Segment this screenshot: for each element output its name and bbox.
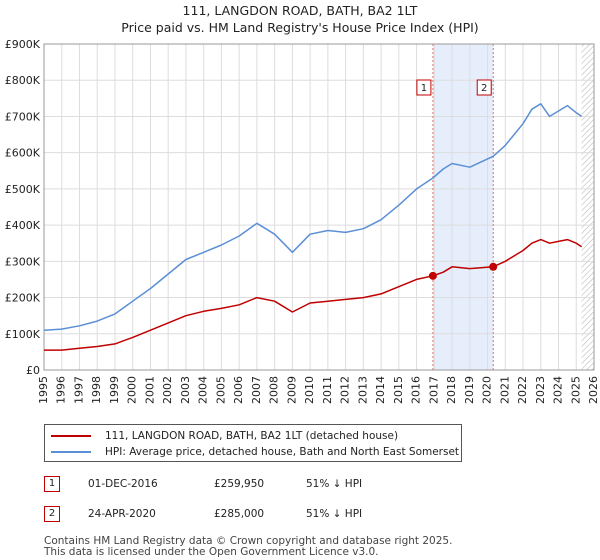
x-tick-label: 2014 — [374, 376, 387, 404]
plot-area — [44, 44, 594, 370]
transaction-row: 2 24-APR-2020 £285,000 51% ↓ HPI — [44, 504, 584, 524]
series-line-hpi — [43, 103, 583, 331]
y-tick-label: £800K — [5, 74, 41, 87]
x-tick-label: 2004 — [197, 376, 210, 404]
transaction-hpi-diff: 51% ↓ HPI — [306, 508, 363, 520]
transaction-price: £285,000 — [214, 508, 265, 520]
sale-point — [428, 271, 437, 280]
legend-swatch-hpi — [51, 451, 91, 453]
future-hatch-region — [581, 44, 594, 370]
x-tick-label: 2021 — [498, 376, 511, 404]
transaction-badge: 2 — [44, 506, 60, 522]
x-tick-label: 2001 — [143, 376, 156, 404]
x-tick-label: 2026 — [587, 376, 600, 404]
legend: 111, LANGDON ROAD, BATH, BA2 1LT (detach… — [44, 424, 462, 462]
transaction-date: 01-DEC-2016 — [88, 478, 158, 490]
x-tick-label: 1996 — [55, 376, 68, 404]
x-tick-label: 2009 — [285, 376, 298, 404]
legend-item-property: 111, LANGDON ROAD, BATH, BA2 1LT (detach… — [51, 428, 398, 444]
y-tick-label: £0 — [26, 364, 40, 377]
y-tick-label: £100K — [5, 328, 41, 341]
sale-label-box — [416, 79, 432, 96]
x-tick-label: 2000 — [126, 376, 139, 404]
x-tick-label: 2011 — [321, 376, 334, 404]
y-tick-label: £400K — [5, 219, 41, 232]
y-tick-label: £500K — [5, 183, 41, 196]
sale-label-text: 1 — [421, 83, 427, 94]
sale-label-text: 2 — [481, 83, 487, 94]
x-tick-label: 2017 — [427, 376, 440, 404]
transaction-badge: 1 — [44, 476, 60, 492]
legend-label-hpi: HPI: Average price, detached house, Bath… — [105, 446, 460, 458]
x-tick-label: 2006 — [232, 376, 245, 404]
x-tick-label: 2024 — [552, 376, 565, 404]
x-tick-label: 2015 — [392, 376, 405, 404]
y-tick-label: £600K — [5, 147, 41, 160]
legend-item-hpi: HPI: Average price, detached house, Bath… — [51, 444, 459, 460]
x-tick-label: 2007 — [250, 376, 263, 404]
chart-title: 111, LANGDON ROAD, BATH, BA2 1LT — [182, 3, 418, 18]
x-tick-label: 2005 — [214, 376, 227, 404]
x-tick-label: 2002 — [161, 376, 174, 404]
x-tick-label: 2008 — [268, 376, 281, 404]
sale-period-shade — [432, 44, 494, 370]
y-tick-label: £700K — [5, 110, 41, 123]
x-tick-label: 2018 — [445, 376, 458, 404]
y-tick-label: £300K — [5, 255, 41, 268]
legend-swatch-property — [51, 435, 91, 437]
x-tick-label: 2022 — [516, 376, 529, 404]
sale-point — [489, 262, 498, 271]
x-tick-label: 1998 — [90, 376, 103, 404]
y-tick-label: £200K — [5, 292, 41, 305]
x-tick-label: 2023 — [534, 376, 547, 404]
x-tick-label: 1999 — [108, 376, 121, 404]
legend-label-property: 111, LANGDON ROAD, BATH, BA2 1LT (detach… — [105, 430, 399, 442]
footer-copyright: Contains HM Land Registry data © Crown c… — [44, 535, 453, 547]
sale-label-box — [476, 79, 492, 96]
series-line-property — [44, 238, 583, 351]
footer-licence: This data is licensed under the Open Gov… — [44, 546, 379, 558]
price-chart: £0 £100K £200K £300K £400K £500K £600K £700K £80… — [5, 38, 600, 404]
x-tick-label: 2003 — [179, 376, 192, 404]
x-tick-label: 2012 — [339, 376, 352, 404]
x-tick-label: 2013 — [356, 376, 369, 404]
transaction-date: 24-APR-2020 — [88, 508, 156, 520]
x-tick-label: 1997 — [72, 376, 85, 404]
transaction-hpi-diff: 51% ↓ HPI — [306, 478, 363, 490]
x-tick-label: 2020 — [481, 376, 494, 404]
x-tick-label: 2010 — [303, 376, 316, 404]
plot-frame — [43, 43, 595, 371]
y-tick-label: £900K — [5, 38, 41, 51]
x-tick-label: 2016 — [410, 376, 423, 404]
transaction-row: 1 01-DEC-2016 £259,950 51% ↓ HPI — [44, 474, 584, 494]
x-tick-label: 2019 — [463, 376, 476, 404]
chart-subtitle: Price paid vs. HM Land Registry's House … — [121, 20, 479, 35]
x-tick-label: 2025 — [569, 376, 582, 404]
transaction-price: £259,950 — [214, 478, 265, 490]
x-tick-label: 1995 — [37, 376, 50, 404]
